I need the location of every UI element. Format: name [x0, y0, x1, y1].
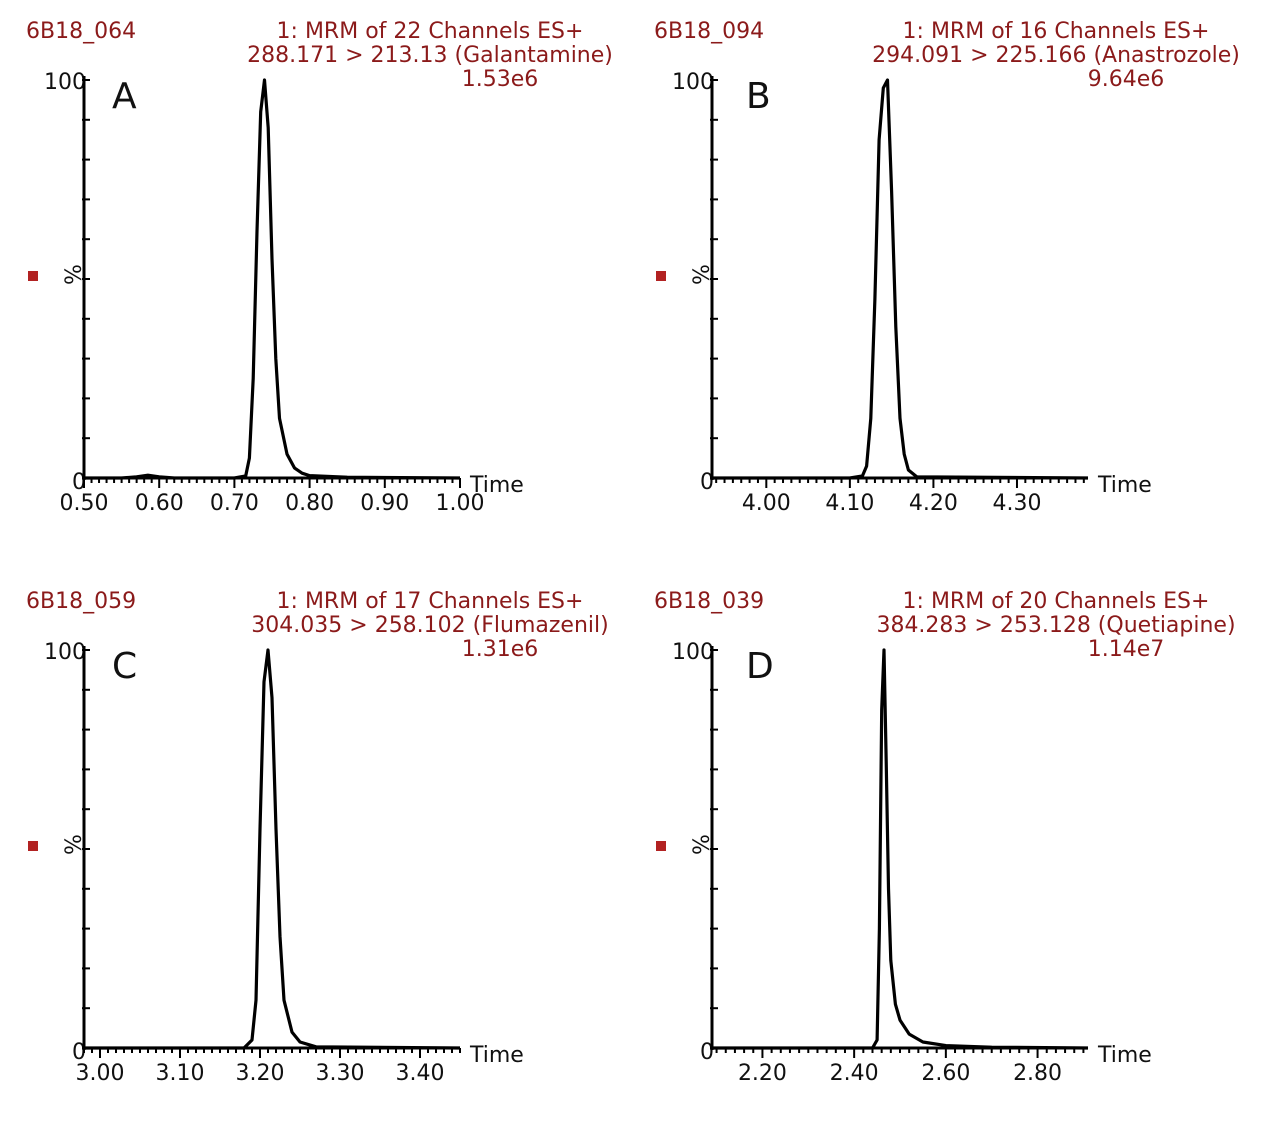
x-tick-label: 0.70 — [210, 491, 259, 516]
chromatogram-trace — [712, 650, 1088, 1048]
x-tick-label: 4.20 — [909, 491, 958, 516]
x-tick-label: 4.10 — [825, 491, 874, 516]
x-axis-title: Time — [1097, 1043, 1152, 1068]
chromatogram-trace — [84, 650, 460, 1048]
x-axis-title: Time — [469, 473, 524, 498]
chromatogram-plot: 3.00 3.10 3.20 3.30 3.40 Time — [0, 570, 630, 1126]
x-tick-label: 2.20 — [738, 1061, 787, 1086]
x-tick-label: 2.40 — [830, 1061, 879, 1086]
x-tick-label: 0.90 — [360, 491, 409, 516]
chromatogram-plot: 4.00 4.10 4.20 4.30 Time — [628, 0, 1258, 556]
x-axis-title: Time — [1097, 473, 1152, 498]
x-tick-label: 3.00 — [76, 1061, 125, 1086]
x-axis-title: Time — [469, 1043, 524, 1068]
x-tick-label: 0.50 — [60, 491, 109, 516]
x-tick-label: 3.30 — [316, 1061, 365, 1086]
x-tick-label: 3.40 — [396, 1061, 445, 1086]
x-tick-label: 3.20 — [236, 1061, 285, 1086]
x-tick-label: 3.10 — [156, 1061, 205, 1086]
x-tick-label: 4.30 — [992, 491, 1041, 516]
x-tick-label: 2.60 — [921, 1061, 970, 1086]
x-tick-label: 2.80 — [1013, 1061, 1062, 1086]
x-tick-label: 4.00 — [742, 491, 791, 516]
chromatogram-trace — [712, 80, 1088, 478]
chromatogram-trace — [84, 80, 460, 478]
x-tick-label: 0.60 — [135, 491, 184, 516]
x-tick-label: 0.80 — [285, 491, 334, 516]
chromatogram-plot: 2.20 2.40 2.60 2.80 Time — [628, 570, 1258, 1126]
